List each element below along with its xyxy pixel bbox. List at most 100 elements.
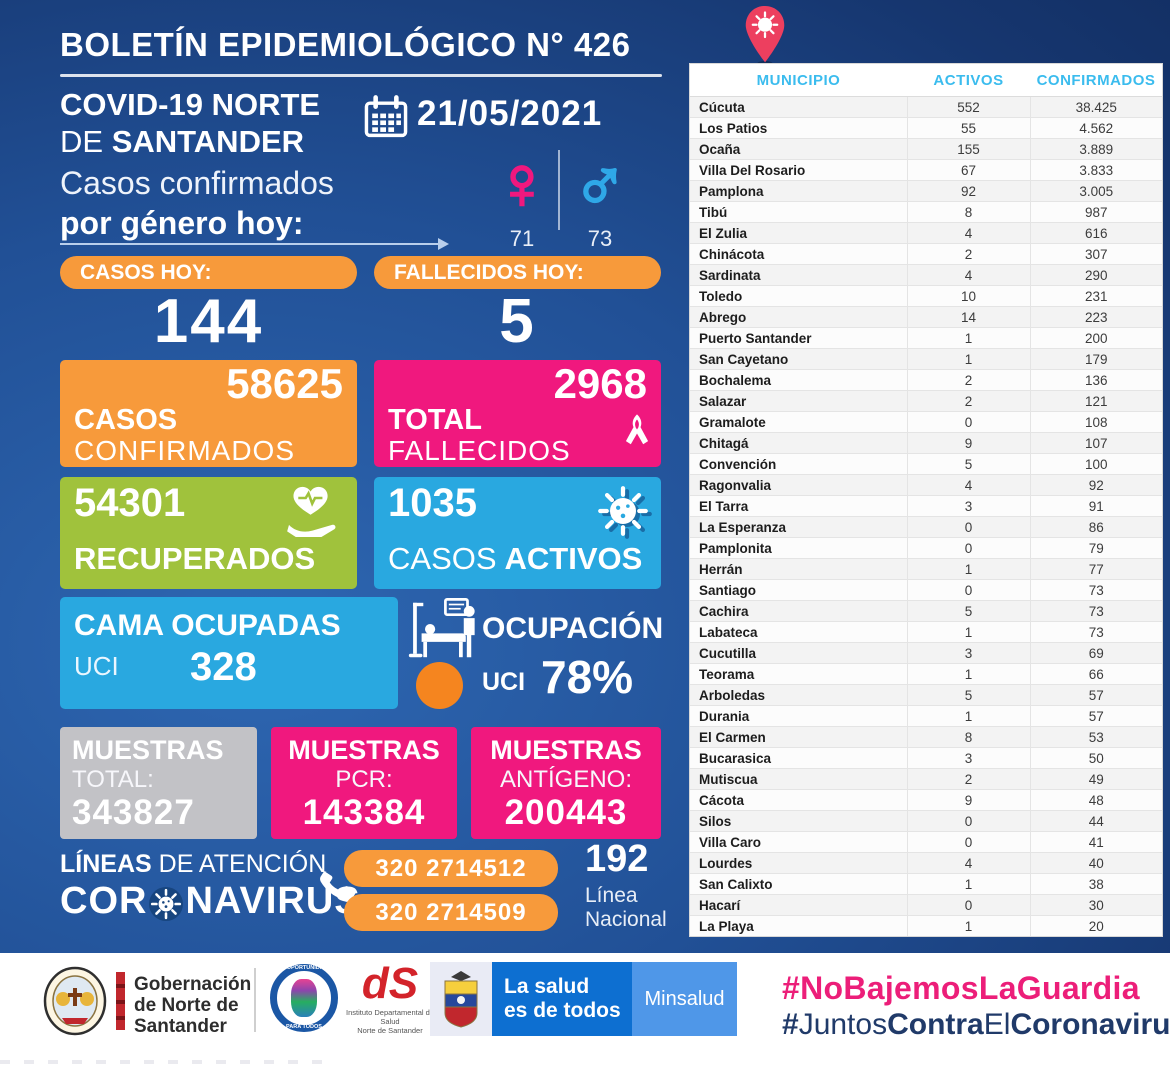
confirmed-cases-value: 987 xyxy=(1029,201,1162,223)
gender-caption-line2: por género hoy: xyxy=(60,205,304,241)
active-cases-value: 1 xyxy=(906,705,1030,727)
confirmed-cases-value: 223 xyxy=(1029,306,1162,328)
active-cases-value: 1 xyxy=(906,663,1030,685)
table-row: Salazar 2 121 xyxy=(690,390,1162,412)
gender-caption: Casos confirmados por género hoy: xyxy=(60,163,334,243)
footer-divider xyxy=(254,968,256,1032)
table-row: Sardinata 4 290 xyxy=(690,264,1162,286)
table-row: El Carmen 8 53 xyxy=(690,726,1162,748)
confirmed-cases-value: 3.005 xyxy=(1029,180,1162,202)
recovered-card: 54301 RECUPERADOS xyxy=(60,477,357,589)
recovered-label: RECUPERADOS xyxy=(74,541,316,576)
samples-total-value: 343827 xyxy=(72,793,195,832)
active-cases-value: 4 xyxy=(906,222,1030,244)
arrow-head-icon xyxy=(438,238,449,250)
ids-mark: dS xyxy=(361,959,419,1008)
table-row: Hacarí 0 30 xyxy=(690,894,1162,916)
active-cases-value: 155 xyxy=(906,138,1030,160)
table-row: Ocaña 155 3.889 xyxy=(690,138,1162,160)
confirmed-cases-value: 20 xyxy=(1029,915,1162,936)
active-cases-value: 3 xyxy=(906,495,1030,517)
municipality-name: Ragonvalia xyxy=(690,474,907,496)
municipality-name: Labateca xyxy=(690,621,907,643)
hotline-phone-2: 320 2714509 xyxy=(344,894,558,931)
footer-dotted-line xyxy=(0,1060,330,1064)
gender-caption-line1: Casos confirmados xyxy=(60,165,334,201)
uci-beds-unit: UCI xyxy=(74,651,119,681)
active-cases-value: 2 xyxy=(906,243,1030,265)
page-title: BOLETÍN EPIDEMIOLÓGICO N° 426 xyxy=(60,26,631,63)
deaths-label-1: TOTAL xyxy=(388,404,482,436)
active-cases-value: 55 xyxy=(906,117,1030,139)
deaths-total-value: 2968 xyxy=(553,360,647,407)
virus-o-icon xyxy=(149,886,184,921)
table-row: Cácota 9 48 xyxy=(690,789,1162,811)
samples-pcr-card: MUESTRAS PCR: 143384 xyxy=(271,727,457,839)
confirmed-cases-value: 44 xyxy=(1029,810,1162,832)
confirmed-cases-value: 48 xyxy=(1029,789,1162,811)
confirmed-cases-value: 38 xyxy=(1029,873,1162,895)
confirmed-cases-value: 307 xyxy=(1029,243,1162,265)
table-row: La Playa 1 20 xyxy=(690,915,1162,936)
bulletin-date: 21/05/2021 xyxy=(417,94,603,133)
table-row: Toledo 10 231 xyxy=(690,285,1162,307)
heart-hand-icon xyxy=(287,486,336,537)
municipality-name: Chinácota xyxy=(690,243,907,265)
active-cases-value: 1 xyxy=(906,873,1030,895)
table-row: Cachira 5 73 xyxy=(690,600,1162,622)
active-cases-value: 2 xyxy=(906,390,1030,412)
municipality-name: Herrán xyxy=(690,558,907,580)
municipality-name: Lourdes xyxy=(690,852,907,874)
table-row: Pamplona 92 3.005 xyxy=(690,180,1162,202)
confirmed-cases-value: 79 xyxy=(1029,537,1162,559)
municipality-name: La Playa xyxy=(690,915,907,936)
municipality-name: Ocaña xyxy=(690,138,907,160)
active-cases-value: 2 xyxy=(906,369,1030,391)
municipality-name: Cucutilla xyxy=(690,642,907,664)
active-cases-value: 2 xyxy=(906,768,1030,790)
active-card: 1035 CASOS ACTIVOS xyxy=(374,477,661,589)
table-row: Labateca 1 73 xyxy=(690,621,1162,643)
samples-total-label: MUESTRAS xyxy=(72,735,224,765)
national-line-value: 192 xyxy=(585,838,649,880)
cases-today-value: 144 xyxy=(153,287,264,356)
active-cases-value: 5 xyxy=(906,600,1030,622)
active-cases-value: 3 xyxy=(906,747,1030,769)
municipality-name: Durania xyxy=(690,705,907,727)
active-label: CASOS ACTIVOS xyxy=(388,541,643,576)
active-cases-value: 92 xyxy=(906,180,1030,202)
confirmed-cases-value: 66 xyxy=(1029,663,1162,685)
confirmed-cases-value: 4.562 xyxy=(1029,117,1162,139)
confirmed-cases-value: 200 xyxy=(1029,327,1162,349)
municipality-name: Toledo xyxy=(690,285,907,307)
cases-today-pill: CASOS HOY: xyxy=(60,256,357,289)
confirmed-cases-value: 41 xyxy=(1029,831,1162,853)
active-cases-value: 1 xyxy=(906,348,1030,370)
female-icon: ♀ xyxy=(493,140,551,226)
table-row: Lourdes 4 40 xyxy=(690,852,1162,874)
hospital-bed-icon xyxy=(408,598,475,658)
active-cases-value: 1 xyxy=(906,621,1030,643)
hashtag-no-bajemos: #NoBajemosLaGuardia xyxy=(782,970,1140,1006)
active-cases-value: 552 xyxy=(906,96,1030,118)
active-cases-value: 14 xyxy=(906,306,1030,328)
active-cases-value: 0 xyxy=(906,831,1030,853)
municipality-name: Puerto Santander xyxy=(690,327,907,349)
active-cases-value: 0 xyxy=(906,579,1030,601)
active-cases-value: 0 xyxy=(906,810,1030,832)
samples-antigen-card: MUESTRAS ANTÍGENO: 200443 xyxy=(471,727,661,839)
municipality-name: Abrego xyxy=(690,306,907,328)
virus-icon xyxy=(598,486,648,536)
municipality-name: Cúcuta xyxy=(690,96,907,118)
confirmed-cases-value: 91 xyxy=(1029,495,1162,517)
table-row: Villa Caro 0 41 xyxy=(690,831,1162,853)
hotline-phone-1: 320 2714512 xyxy=(344,850,558,887)
table-row: Mutiscua 2 49 xyxy=(690,768,1162,790)
active-cases-value: 1 xyxy=(906,915,1030,936)
municipality-name: Villa Caro xyxy=(690,831,907,853)
national-line-label2: Nacional xyxy=(585,908,667,931)
gobernacion-crest-icon xyxy=(43,966,107,1036)
table-row: Ragonvalia 4 92 xyxy=(690,474,1162,496)
samples-antigen-sublabel: ANTÍGENO: xyxy=(499,766,632,793)
table-row: Chinácota 2 307 xyxy=(690,243,1162,265)
